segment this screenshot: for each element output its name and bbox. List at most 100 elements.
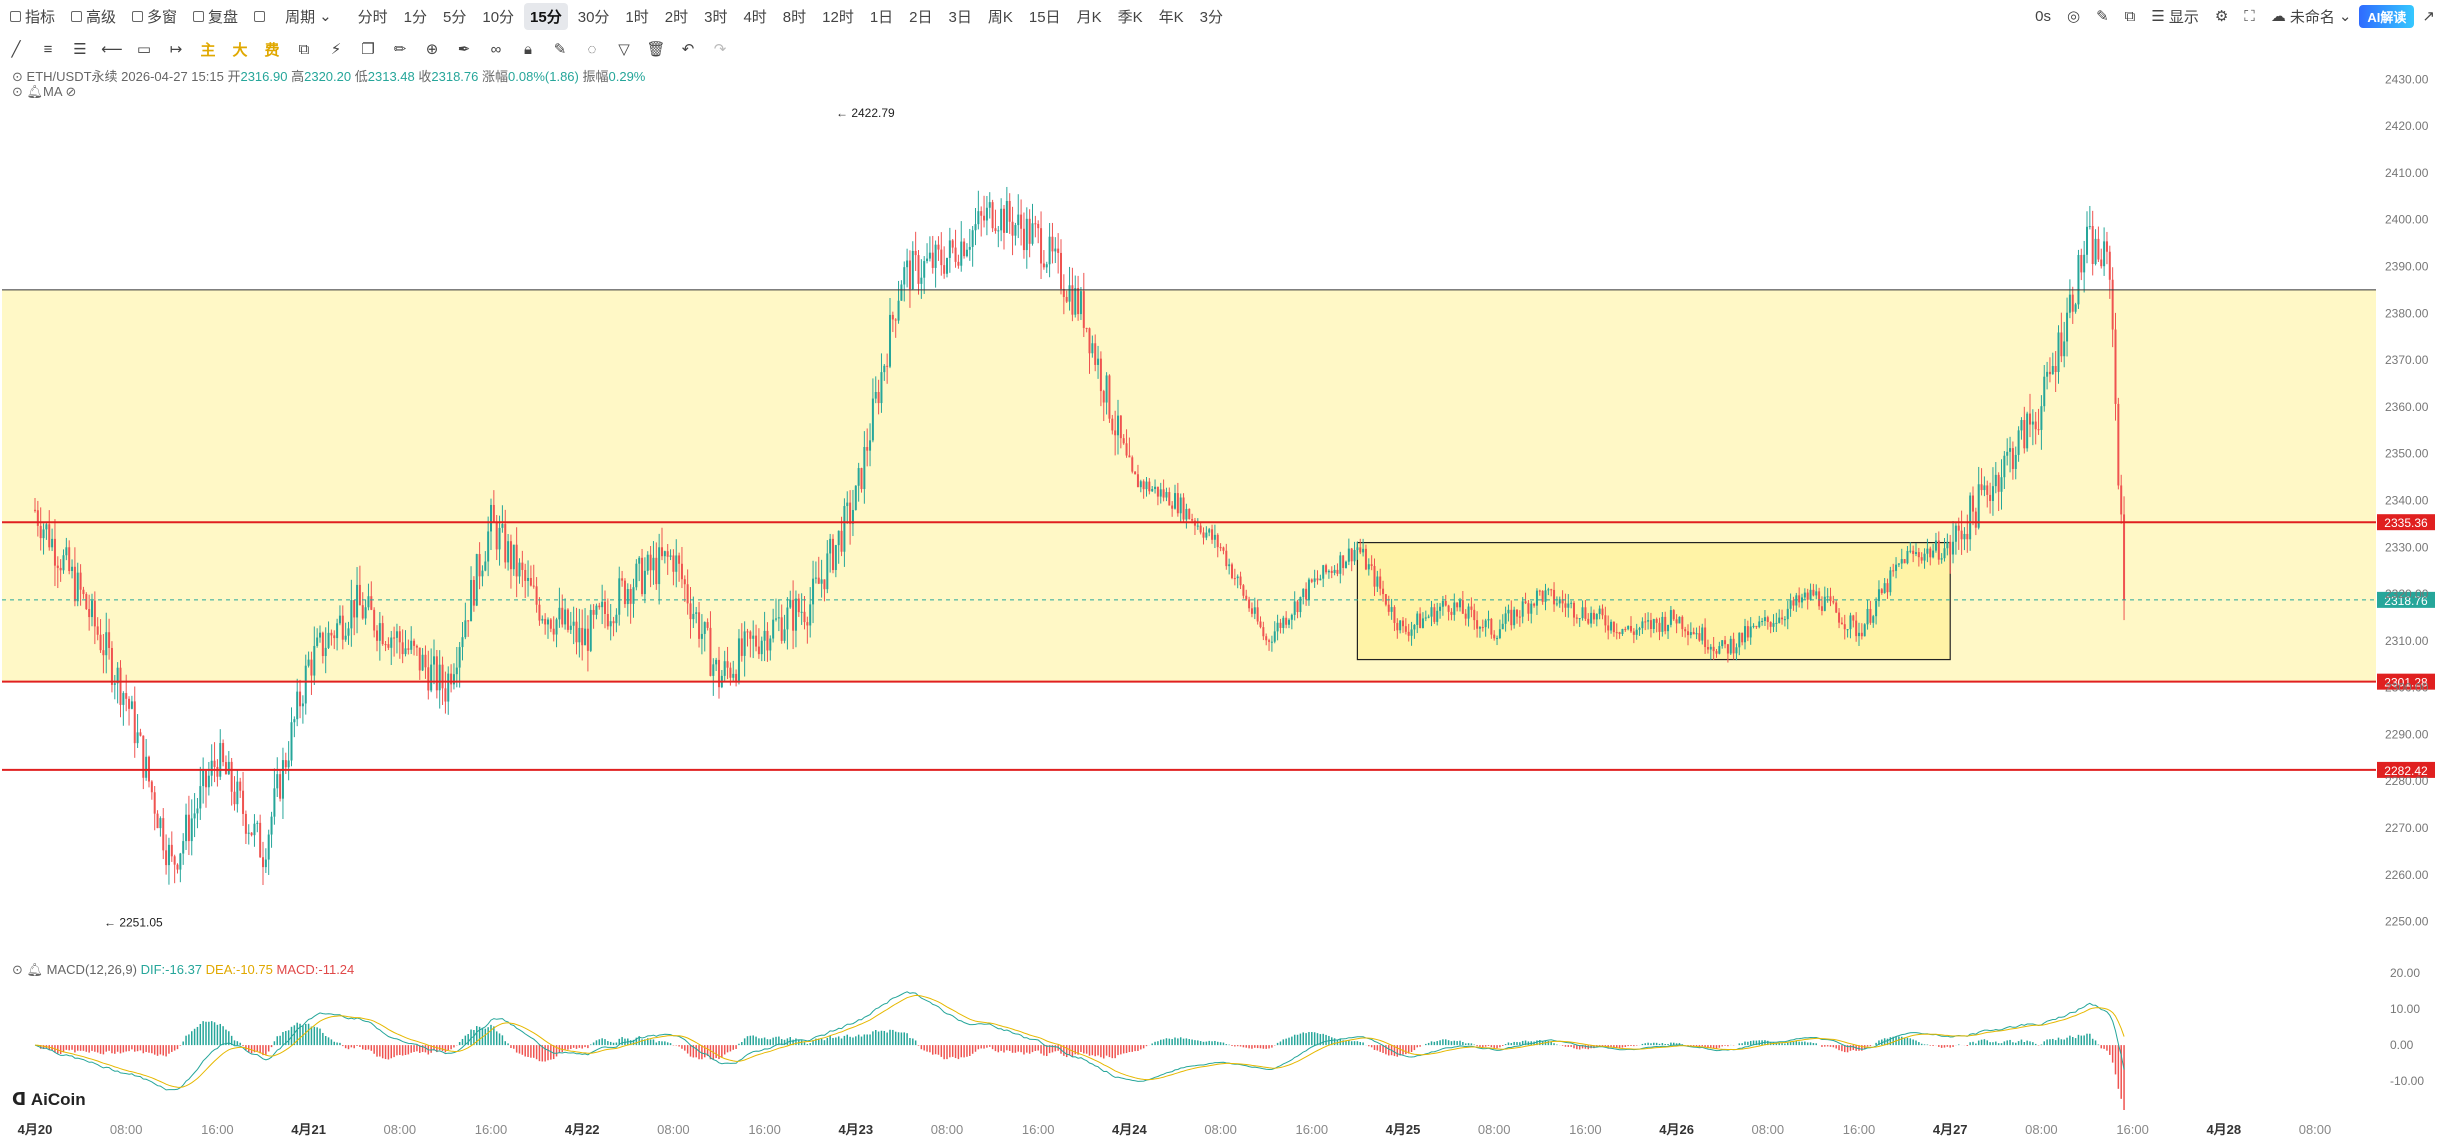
candle-body: [53, 538, 56, 566]
undo-icon[interactable]: ↶: [681, 41, 695, 58]
toolbar-item-0[interactable]: 指标: [4, 3, 61, 30]
main-force-icon[interactable]: 主: [200, 41, 216, 59]
interval-16[interactable]: 15日: [1028, 8, 1061, 26]
multi-line-tool-icon[interactable]: ≡: [43, 40, 53, 58]
macd-value: MACD:-11.24: [276, 962, 355, 977]
candle-body: [803, 611, 806, 623]
interval-5[interactable]: 30分: [577, 8, 610, 26]
interval-13[interactable]: 2日: [909, 8, 933, 26]
candle-body: [464, 620, 467, 638]
macd-dif: DIF:-16.37: [140, 962, 203, 977]
right-toolbar: 0s ◎ ✎ ⧉ ☰ 显示 ⚙ ⛶ ☁ 未命名 ⌄ AI解读 ↗: [2027, 0, 2443, 32]
collapse-icon[interactable]: ⊙: [12, 84, 23, 99]
candle-body: [1866, 608, 1869, 625]
filter-icon[interactable]: ▽: [618, 41, 630, 58]
candle-body: [666, 551, 669, 557]
collapse-icon[interactable]: ⊙: [12, 962, 23, 977]
interval-18[interactable]: 季K: [1117, 8, 1143, 26]
layer-icon[interactable]: ⧉: [298, 40, 310, 58]
candle-body: [1362, 548, 1365, 553]
candle-body: [407, 648, 410, 650]
display-button[interactable]: ☰ 显示: [2143, 3, 2206, 30]
x-tick-label: 08:00: [1204, 1122, 1237, 1137]
layout-name-button[interactable]: ☁ 未命名 ⌄: [2263, 3, 2360, 30]
interval-11[interactable]: 12时: [822, 8, 854, 26]
toolbar-item-2[interactable]: 多窗: [126, 3, 183, 30]
collapse-icon[interactable]: ⊙: [12, 69, 23, 84]
external-icon[interactable]: ⧉: [2124, 7, 2136, 25]
candle-body: [544, 618, 547, 625]
candle-body: [2097, 238, 2100, 260]
interval-20[interactable]: 3分: [1199, 8, 1223, 26]
interval-1[interactable]: 1分: [403, 8, 428, 26]
interval-7[interactable]: 2时: [664, 8, 689, 26]
line-tool-icon[interactable]: ╱: [11, 41, 21, 58]
fullscreen-icon[interactable]: ⛶: [2244, 7, 2255, 25]
hide-icon[interactable]: ⊘: [65, 84, 77, 99]
interval-0[interactable]: 分时: [357, 8, 388, 26]
interval-14[interactable]: 3日: [948, 8, 972, 26]
candle-body: [1456, 602, 1459, 608]
candle-body: [1986, 485, 1989, 495]
candle-body: [279, 774, 282, 799]
interval-2[interactable]: 5分: [443, 8, 467, 26]
pen-icon[interactable]: ✎: [2096, 8, 2109, 25]
toolbar-item-label: 指标: [25, 8, 56, 26]
bell-icon[interactable]: 🔔︎: [26, 962, 44, 977]
bell-icon[interactable]: 🔔︎: [26, 84, 44, 99]
candle-body: [860, 468, 863, 490]
copy-icon[interactable]: ❐: [361, 41, 375, 58]
candle-body: [498, 527, 501, 550]
interval-12[interactable]: 1日: [869, 8, 894, 26]
candle-body: [991, 202, 994, 229]
price-tool-icon[interactable]: ↦: [169, 41, 183, 58]
candle-body: [846, 502, 849, 507]
candle-body: [897, 300, 900, 321]
link-icon[interactable]: ∞: [490, 40, 502, 58]
lock-icon[interactable]: 🔒︎: [524, 40, 532, 58]
interval-10[interactable]: 8时: [782, 8, 807, 26]
toolbar-item-5[interactable]: 周期 ⌄: [279, 3, 338, 30]
candle-body: [757, 646, 760, 655]
redo-icon[interactable]: ↷: [713, 41, 727, 58]
toolbar-item-3[interactable]: 复盘: [187, 3, 244, 30]
candle-body: [415, 645, 418, 648]
ai-analysis-button[interactable]: AI解读: [2359, 4, 2415, 28]
interval-8[interactable]: 3时: [704, 8, 728, 26]
interval-15[interactable]: 周K: [987, 8, 1013, 26]
camera-icon[interactable]: ◎: [2066, 8, 2081, 25]
macd-indicator-row[interactable]: ⊙ 🔔︎ MACD(12,26,9) DIF:-16.37 DEA:-10.75…: [12, 962, 354, 978]
interval-3[interactable]: 10分: [482, 8, 515, 26]
delete-icon[interactable]: 🗑︎: [646, 41, 666, 58]
ma-indicator-row[interactable]: ⊙ 🔔︎MA ⊘: [12, 84, 76, 100]
parallel-tool-icon[interactable]: ☰: [73, 41, 87, 58]
trend-icon[interactable]: ↗: [2422, 8, 2435, 25]
brush-icon[interactable]: ✒: [457, 41, 471, 58]
candle-body: [1880, 589, 1883, 594]
candle-body: [1806, 592, 1809, 600]
rect-tool-icon[interactable]: ▭: [136, 41, 152, 58]
magic-icon[interactable]: ⚡: [330, 41, 342, 58]
interval-4[interactable]: 15分: [524, 2, 568, 30]
magnet-icon[interactable]: ◌: [587, 40, 597, 58]
edit-icon[interactable]: ✎: [553, 41, 567, 58]
candle-body: [1433, 607, 1436, 622]
interval-6[interactable]: 1时: [625, 8, 649, 26]
interval-17[interactable]: 月K: [1076, 8, 1102, 26]
toolbar-item-1[interactable]: 高级: [65, 3, 122, 30]
candle-body: [1347, 548, 1350, 562]
dea-line: [34, 994, 2125, 1088]
interval-19[interactable]: 年K: [1158, 8, 1184, 26]
ray-tool-icon[interactable]: ⟵: [101, 41, 123, 58]
toolbar-item-4[interactable]: [248, 8, 275, 25]
fee-icon[interactable]: 费: [264, 41, 280, 59]
candle-body: [1011, 221, 1014, 236]
candle-body: [1769, 621, 1772, 627]
settings-icon[interactable]: ⚙: [2214, 8, 2229, 25]
big-order-icon[interactable]: 大: [232, 41, 248, 59]
interval-9[interactable]: 4时: [743, 8, 767, 26]
candle-body: [581, 627, 584, 646]
ruler-icon[interactable]: ✏: [393, 41, 407, 58]
zoom-icon[interactable]: ⊕: [425, 41, 439, 58]
